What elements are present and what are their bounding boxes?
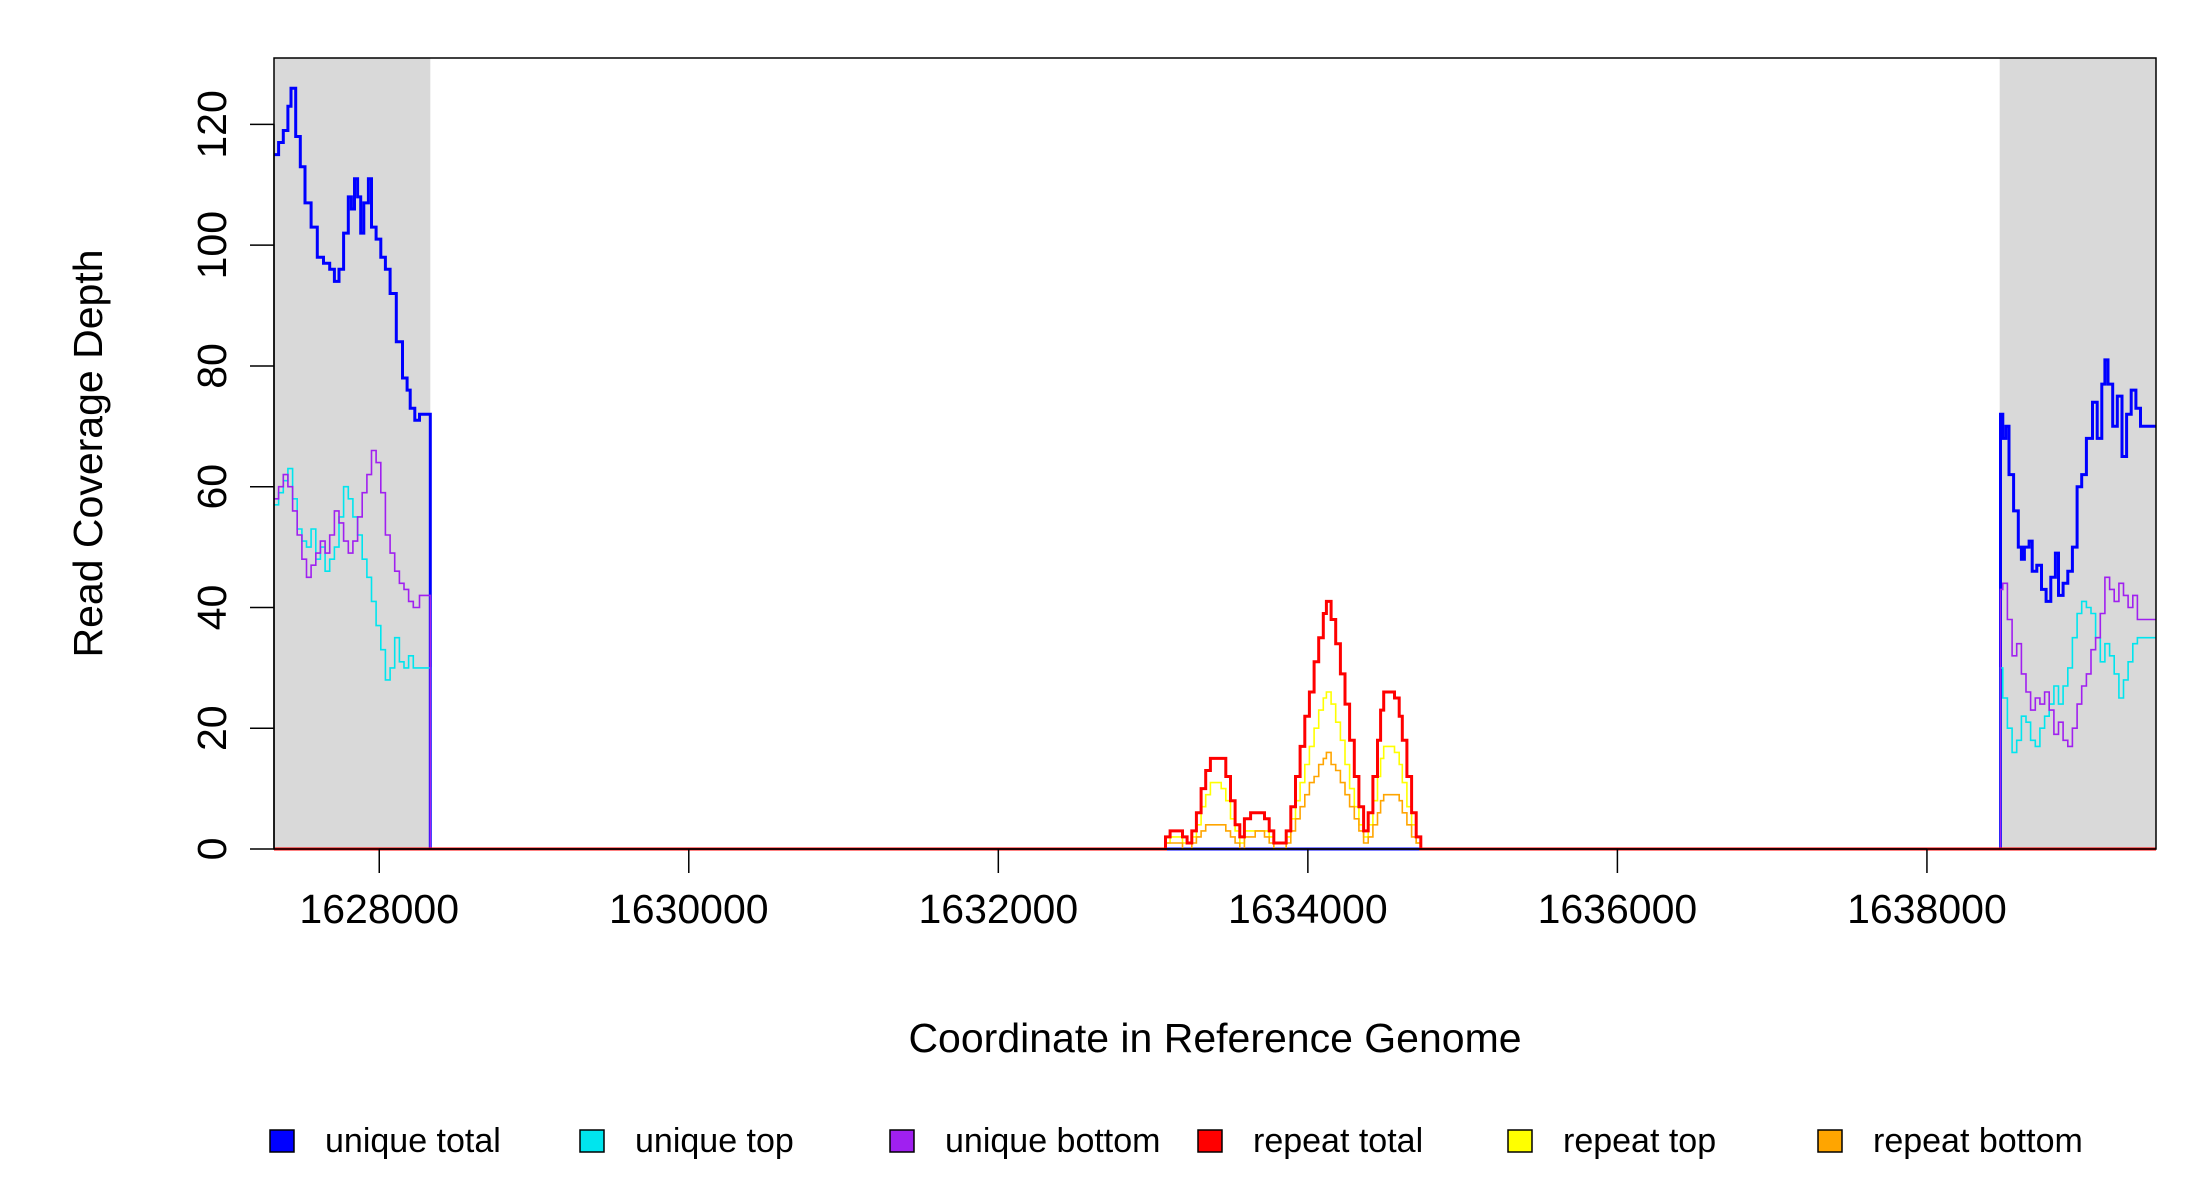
- legend: unique total unique top unique bottom repea…: [269, 1122, 2083, 1160]
- shaded-region-1: [1999, 58, 2156, 849]
- legend-label: repeat bottom: [1873, 1122, 2083, 1160]
- legend-swatch: [1507, 1129, 1533, 1153]
- legend-label: unique bottom: [945, 1122, 1161, 1160]
- legend-swatch: [889, 1129, 915, 1153]
- y-axis-label: Read Coverage Depth: [65, 250, 111, 658]
- y-tick-label: 40: [189, 585, 235, 631]
- y-tick-label: 80: [189, 343, 235, 389]
- legend-label: repeat top: [1563, 1122, 1716, 1160]
- series-unique-top: [274, 467, 2156, 850]
- plot-frame: [273, 57, 2157, 850]
- x-tick-label: 1632000: [919, 886, 1079, 932]
- y-tick-label: 0: [189, 838, 235, 861]
- legend-swatch: [1817, 1129, 1843, 1153]
- x-tick-label: 1634000: [1228, 886, 1388, 932]
- legend-swatch: [1197, 1129, 1223, 1153]
- x-axis-label: Coordinate in Reference Genome: [908, 1015, 1521, 1061]
- shaded-region-0: [274, 58, 431, 849]
- y-tick-label: 60: [189, 464, 235, 510]
- y-tick-label: 20: [189, 705, 235, 751]
- x-tick-label: 1636000: [1538, 886, 1698, 932]
- series-repeat-top: [274, 691, 2156, 850]
- legend-label: repeat total: [1253, 1122, 1423, 1160]
- series-unique-bottom: [274, 449, 2156, 850]
- x-tick-label: 1638000: [1847, 886, 2007, 932]
- axes: 1628000 1630000 1632000 1634000 1636000 16380…: [189, 90, 2007, 932]
- shaded-regions: [274, 58, 2156, 849]
- legend-swatch: [269, 1129, 295, 1153]
- x-tick-label: 1630000: [609, 886, 769, 932]
- legend-swatch: [579, 1129, 605, 1153]
- series-repeat-total: [274, 599, 2156, 851]
- y-tick-label: 100: [189, 211, 235, 279]
- series-unique-total: [274, 86, 2156, 851]
- x-tick-label: 1628000: [299, 886, 459, 932]
- legend-label: unique total: [325, 1122, 501, 1160]
- legend-label: unique top: [635, 1122, 794, 1160]
- series-layer: [274, 86, 2156, 851]
- y-tick-label: 120: [189, 90, 235, 158]
- series-repeat-bottom: [274, 751, 2156, 850]
